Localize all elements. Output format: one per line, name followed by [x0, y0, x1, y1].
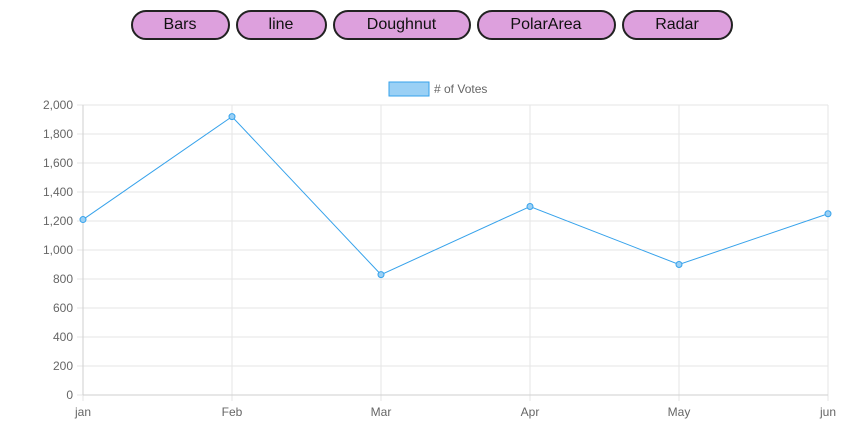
series-votes	[79, 113, 832, 279]
line-chart: # of Votes 0 200 400 600 800 1,000 1,200 1,400 1…	[43, 81, 836, 419]
legend-swatch	[388, 81, 430, 97]
radar-button[interactable]: Radar	[621, 10, 733, 40]
data-point	[228, 113, 236, 121]
line-button[interactable]: line	[235, 10, 327, 40]
polar-area-button[interactable]: PolarArea	[476, 10, 616, 40]
data-point	[79, 216, 87, 224]
x-tick-label: jan	[74, 405, 91, 419]
data-point	[377, 271, 385, 279]
y-tick-label: 200	[53, 359, 73, 373]
y-tick-label: 0	[66, 388, 73, 402]
bars-button[interactable]: Bars	[130, 10, 230, 40]
y-tick-label: 600	[53, 301, 73, 315]
y-tick-label: 1,400	[43, 185, 73, 199]
x-tick-label: jun	[819, 405, 836, 419]
y-tick-label: 1,800	[43, 127, 73, 141]
doughnut-button[interactable]: Doughnut	[332, 10, 471, 40]
y-tick-label: 800	[53, 272, 73, 286]
chart-grid	[77, 104, 829, 401]
x-tick-label: May	[668, 405, 691, 419]
data-point	[824, 210, 832, 218]
x-tick-label: Mar	[371, 405, 392, 419]
series-line	[82, 115, 829, 276]
x-axis-ticks: jan Feb Mar Apr May jun	[74, 405, 836, 419]
data-point	[675, 261, 683, 268]
chart-container: # of Votes 0 200 400 600 800 1,000 1,200 1,400 1…	[0, 70, 863, 429]
chart-legend[interactable]: # of Votes	[388, 81, 487, 97]
chart-type-toolbar: Bars line Doughnut PolarArea Radar	[0, 10, 863, 40]
y-tick-label: 1,000	[43, 243, 73, 257]
y-tick-label: 2,000	[43, 98, 73, 112]
y-axis-ticks: 0 200 400 600 800 1,000 1,200 1,400 1,600 1,800 2,…	[43, 98, 73, 402]
x-tick-label: Apr	[521, 405, 540, 419]
data-point	[526, 203, 534, 210]
legend-label: # of Votes	[434, 82, 487, 96]
y-tick-label: 1,600	[43, 156, 73, 170]
y-tick-label: 400	[53, 330, 73, 344]
y-tick-label: 1,200	[43, 214, 73, 228]
x-tick-label: Feb	[222, 405, 243, 419]
